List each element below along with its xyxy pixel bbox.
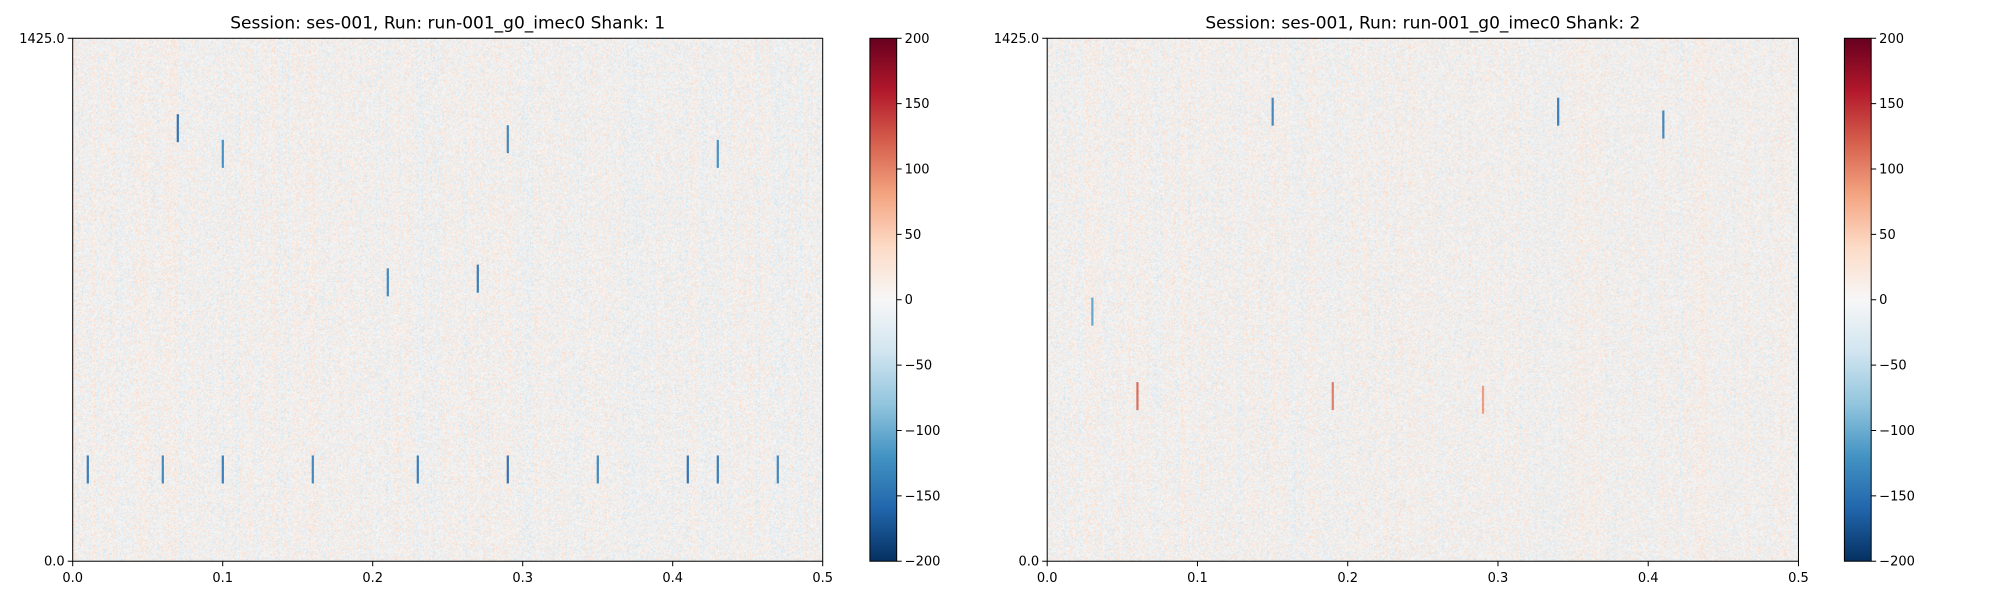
colorbar-tick-label: 100 <box>1879 163 1904 178</box>
colorbar-tick-label: 50 <box>1879 228 1896 243</box>
x-tick-label: 0.5 <box>812 571 833 586</box>
heatmap-noise-texture <box>1047 38 1799 562</box>
x-tick-label: 0.1 <box>212 571 233 586</box>
spike-event <box>1136 382 1139 411</box>
x-tick-label: 0.5 <box>1788 571 1809 586</box>
y-tick-label: 0.0 <box>1019 555 1040 570</box>
spike-event <box>716 455 719 484</box>
x-tick-label: 0.0 <box>62 571 83 586</box>
heatmap-panel-2: Session: ses-001, Run: run-001_g0_imec0 … <box>994 13 1915 586</box>
x-tick-label: 0.2 <box>1337 571 1358 586</box>
x-tick-label: 0.3 <box>1488 571 1509 586</box>
spike-event <box>1557 97 1560 126</box>
colorbar-tick-label: 200 <box>1879 32 1904 47</box>
heatmap-noise-texture <box>72 38 823 562</box>
spike-event <box>311 455 314 484</box>
colorbar-tick-label: −100 <box>1879 424 1915 439</box>
spike-event <box>716 139 719 168</box>
spike-event <box>1091 297 1094 326</box>
spike-event <box>416 455 419 484</box>
spike-event <box>221 139 224 168</box>
colorbar-tick-label: −100 <box>905 424 941 439</box>
axes-frame <box>1046 37 1799 562</box>
spike-event <box>386 268 389 297</box>
x-tick-label: 0.4 <box>1638 571 1659 586</box>
chart-title: Session: ses-001, Run: run-001_g0_imec0 … <box>1205 13 1640 33</box>
x-tick-label: 0.3 <box>512 571 533 586</box>
colorbar-tick-label: 0 <box>1879 293 1887 308</box>
spike-event <box>506 125 509 154</box>
spike-event <box>1662 110 1665 139</box>
chart-title: Session: ses-001, Run: run-001_g0_imec0 … <box>230 13 665 33</box>
colorbar-tick-label: −150 <box>1879 489 1915 504</box>
x-tick-label: 0.1 <box>1187 571 1208 586</box>
colorbar-tick-label: 100 <box>905 163 930 178</box>
spike-event <box>1271 97 1274 126</box>
colorbar-tick-label: −150 <box>905 489 941 504</box>
heatmap-panel-1: Session: ses-001, Run: run-001_g0_imec0 … <box>19 13 940 586</box>
spike-event <box>221 455 224 484</box>
y-tick-label: 1425.0 <box>994 32 1040 47</box>
spike-event <box>776 455 779 484</box>
y-tick-label: 0.0 <box>44 555 65 570</box>
colorbar <box>1843 37 1872 562</box>
spike-event <box>686 455 689 484</box>
spike-event <box>161 455 164 484</box>
spike-event <box>476 264 479 293</box>
spike-event <box>1331 382 1334 411</box>
spike-event <box>506 455 509 484</box>
colorbar-tick-label: −50 <box>905 359 932 374</box>
colorbar-tick-label: −200 <box>1879 555 1915 570</box>
axes-frame <box>72 37 824 562</box>
colorbar-tick-label: 0 <box>905 293 913 308</box>
spike-event <box>1481 385 1485 414</box>
colorbar-tick-label: −200 <box>905 555 941 570</box>
spike-event <box>86 455 89 484</box>
colorbar-tick-label: −50 <box>1879 359 1906 374</box>
x-tick-label: 0.2 <box>362 571 383 586</box>
y-tick-label: 1425.0 <box>19 32 65 47</box>
colorbar-tick-label: 150 <box>905 97 930 112</box>
x-tick-label: 0.0 <box>1037 571 1058 586</box>
colorbar-tick-label: 200 <box>905 32 930 47</box>
spike-event <box>596 455 599 484</box>
colorbar-tick-label: 50 <box>905 228 922 243</box>
colorbar-tick-label: 150 <box>1879 97 1904 112</box>
x-tick-label: 0.4 <box>662 571 683 586</box>
spike-event <box>176 114 179 143</box>
colorbar <box>869 37 898 562</box>
